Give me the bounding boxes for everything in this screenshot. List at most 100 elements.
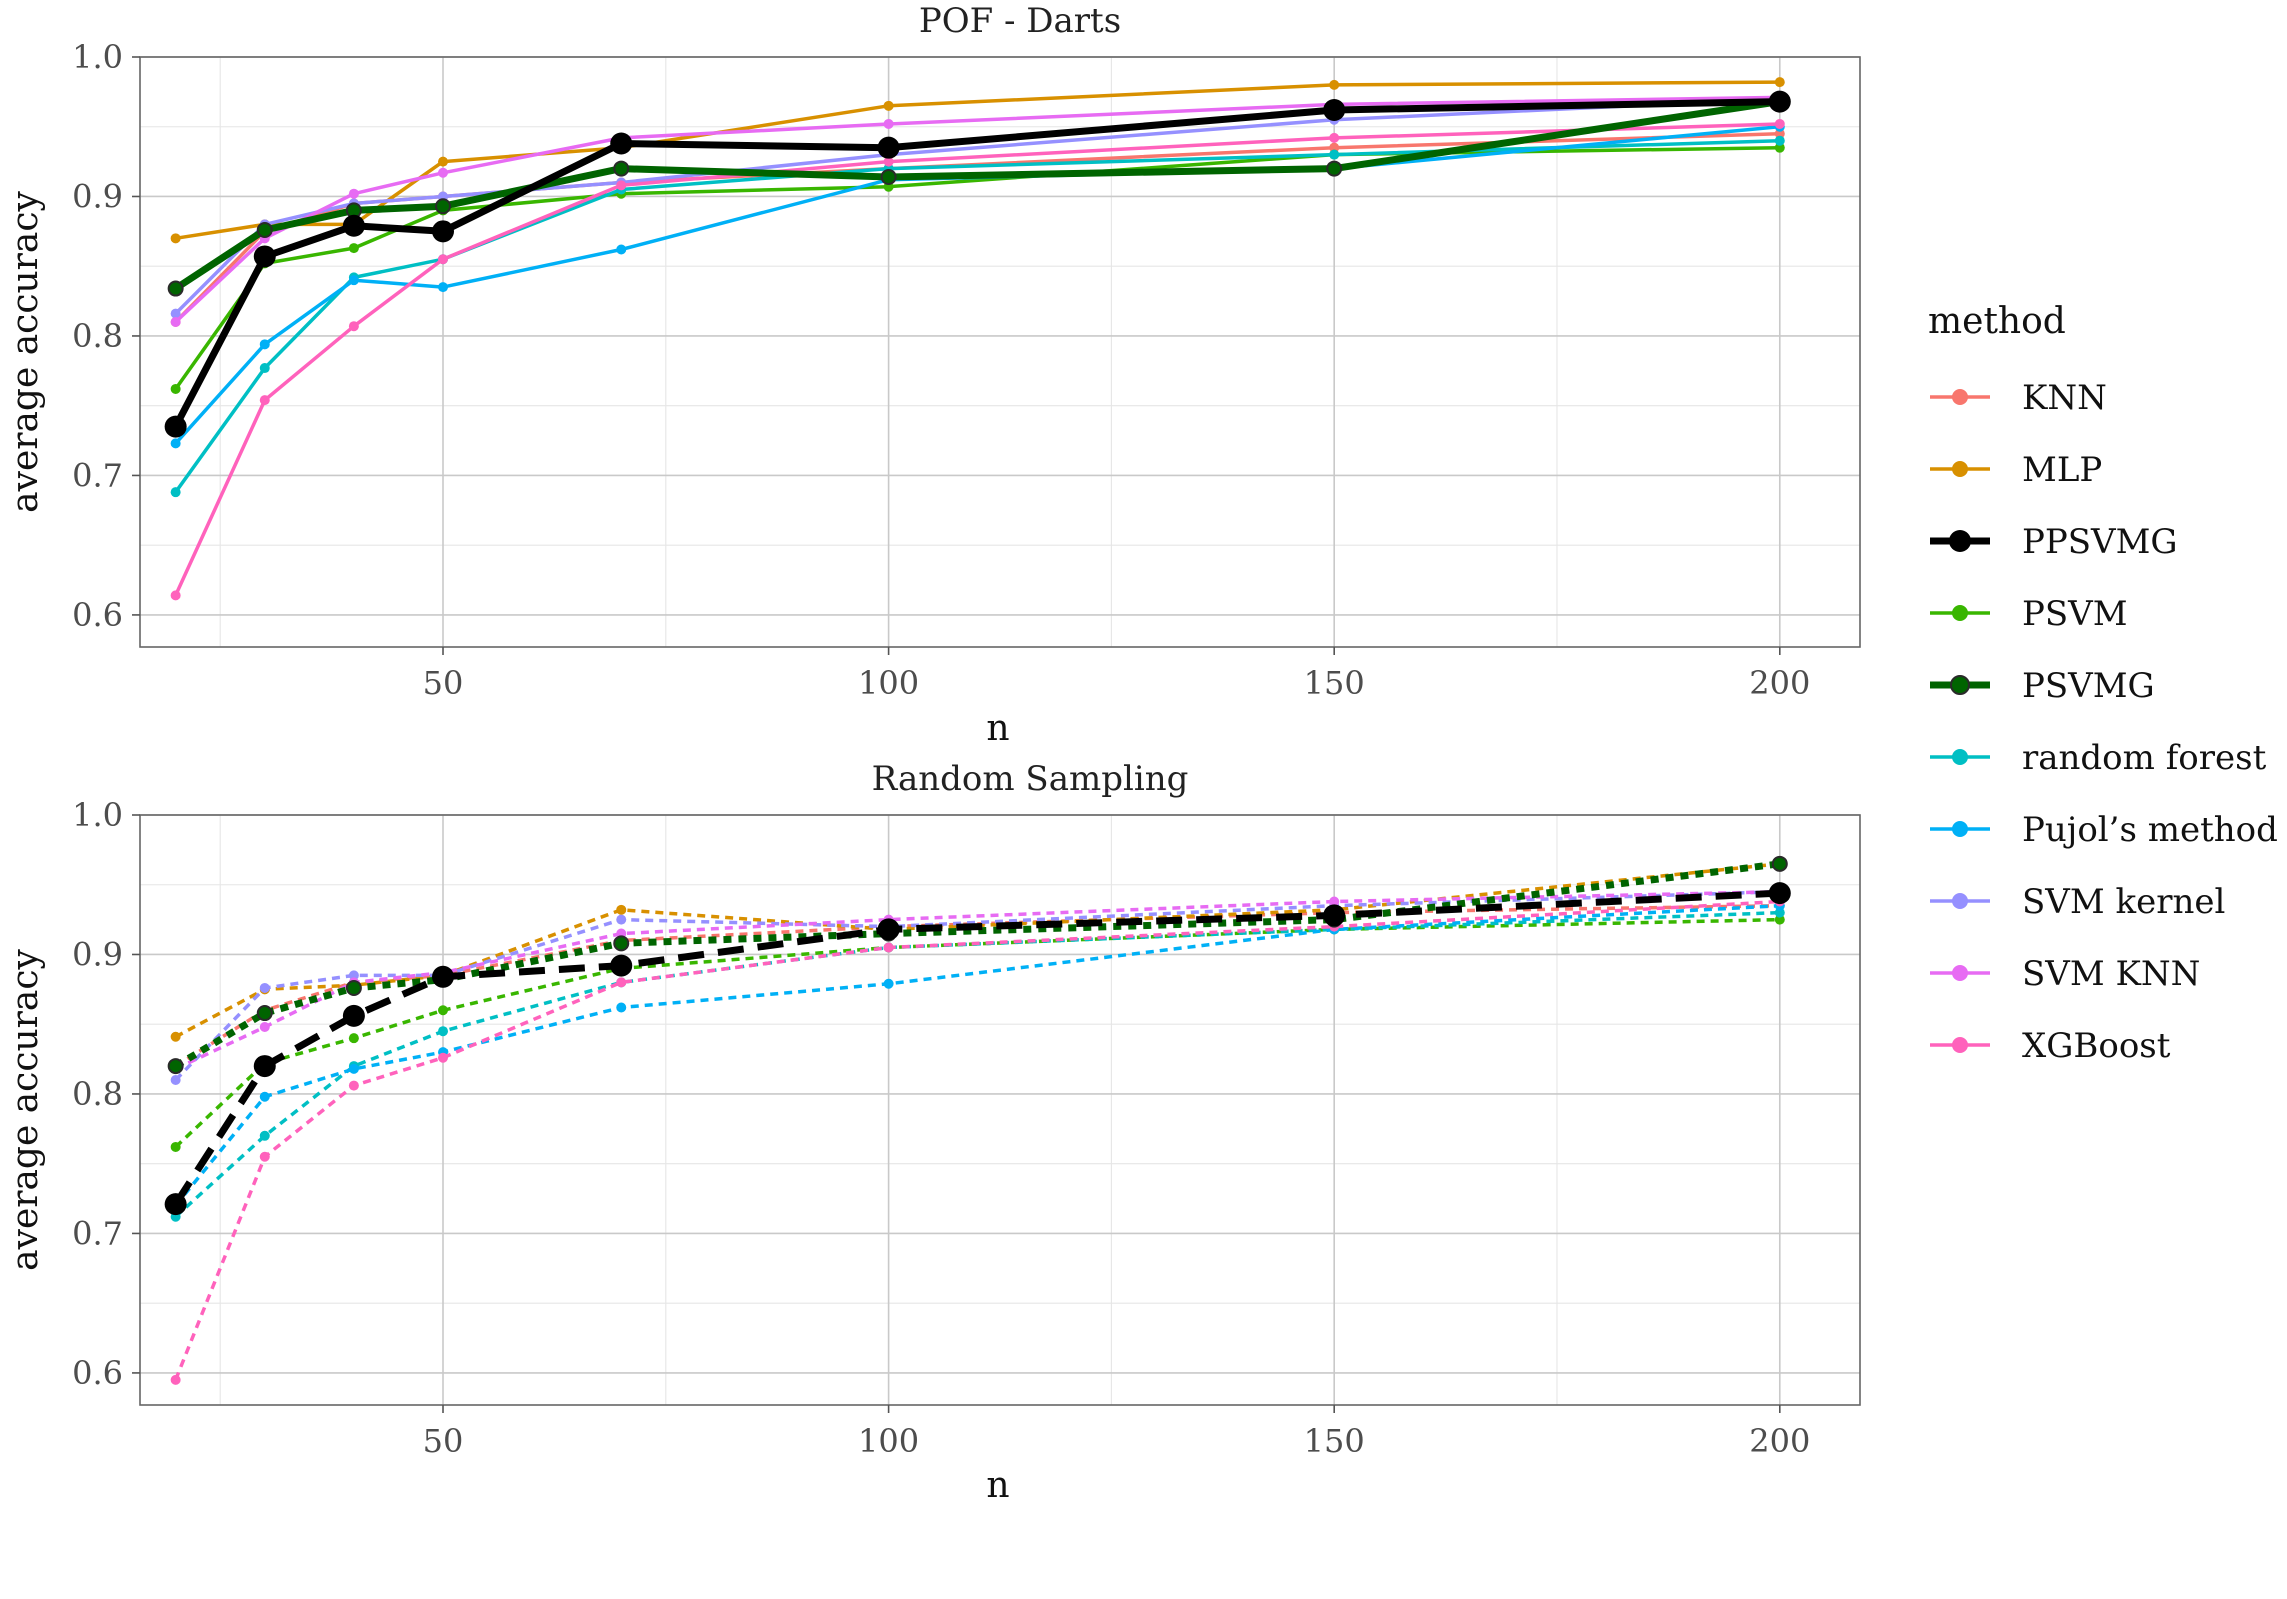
series-line <box>174 122 1780 597</box>
axes: 50 100 150 200 0.6 0.7 0.8 0.9 1.0 <box>72 796 1810 1460</box>
panel-random-sampling: Random Sampling 50 100 150 200 0.6 0.7 0.8 0.9 1… <box>5 759 1861 1506</box>
legend-swatch-point <box>1950 675 1970 695</box>
legend-item: XGBoost <box>1930 1026 2171 1066</box>
y-tick-label: 1.0 <box>72 38 123 76</box>
legend-item: KNN <box>1930 378 2107 418</box>
data-point <box>1329 132 1340 143</box>
data-point <box>1329 149 1340 160</box>
data-point <box>883 100 894 111</box>
series-lines <box>164 855 1791 1385</box>
data-point <box>883 942 894 953</box>
legend-label: PPSVMG <box>2022 522 2178 562</box>
legend-item: SVM kernel <box>1930 882 2225 922</box>
legend-item: random forest <box>1930 738 2267 778</box>
legend-item: PSVM <box>1930 594 2128 634</box>
legend-label: MLP <box>2022 450 2102 490</box>
legend-swatch-point <box>1952 461 1968 477</box>
data-point <box>259 1022 270 1033</box>
series-line <box>174 889 1780 1082</box>
data-point <box>1774 135 1785 146</box>
data-point <box>170 487 181 498</box>
data-point <box>253 245 276 268</box>
panel-title: Random Sampling <box>872 759 1189 799</box>
legend-title: method <box>1928 301 2066 342</box>
data-point <box>438 1026 449 1037</box>
data-point <box>613 160 630 177</box>
x-tick-label: 200 <box>1749 1422 1810 1460</box>
data-point <box>256 1005 273 1022</box>
series-line <box>173 860 1781 1070</box>
y-tick-label: 0.7 <box>72 1214 123 1252</box>
legend-label: PSVM <box>2022 594 2128 634</box>
data-point <box>170 317 181 328</box>
data-point <box>259 395 270 406</box>
data-point <box>170 1031 181 1042</box>
data-point <box>259 363 270 374</box>
legend-label: random forest <box>2022 738 2267 778</box>
series-line <box>174 862 1780 1039</box>
axes: 50 100 150 200 0.6 0.7 0.8 0.9 1.0 <box>72 38 1810 702</box>
x-tick-label: 150 <box>1304 1422 1365 1460</box>
data-point <box>170 308 181 319</box>
data-point <box>1323 99 1346 122</box>
legend-swatch-point <box>1952 821 1968 837</box>
data-point <box>877 136 900 159</box>
data-point <box>877 918 900 941</box>
series-xgboost <box>170 118 1785 601</box>
data-point <box>348 243 359 254</box>
data-point <box>167 280 184 297</box>
y-tick-label: 0.8 <box>72 1075 123 1113</box>
x-tick-label: 50 <box>423 1422 464 1460</box>
data-point <box>1774 907 1785 918</box>
series-line <box>174 889 1780 1071</box>
data-point <box>259 339 270 350</box>
data-point <box>1774 118 1785 129</box>
data-point <box>1774 77 1785 88</box>
y-tick-label: 0.7 <box>72 456 123 494</box>
data-point <box>348 1063 359 1074</box>
y-tick-label: 0.6 <box>72 596 123 634</box>
plot-panel-border <box>139 814 1861 1406</box>
data-point <box>259 1151 270 1162</box>
data-point <box>438 167 449 178</box>
data-point <box>1323 904 1346 927</box>
data-point <box>1774 142 1785 153</box>
data-point <box>616 244 627 255</box>
data-point <box>883 978 894 989</box>
legend-item: PPSVMG <box>1930 522 2178 562</box>
x-tick-label: 50 <box>423 664 464 702</box>
data-point <box>1329 79 1340 90</box>
data-point <box>170 590 181 601</box>
legend-label: SVM kernel <box>2022 882 2225 922</box>
data-point <box>170 1141 181 1152</box>
y-axis-title: average accuracy <box>5 190 46 512</box>
panel-title: POF - Darts <box>919 1 1121 41</box>
legend-item: SVM KNN <box>1930 954 2200 994</box>
x-axis-title: n <box>986 1465 1009 1506</box>
legend-swatch-point <box>1952 749 1968 765</box>
y-tick-label: 0.6 <box>72 1354 123 1392</box>
data-point <box>1771 855 1788 872</box>
y-tick-label: 0.9 <box>72 935 123 973</box>
data-point <box>616 180 627 191</box>
data-point <box>1326 160 1343 177</box>
series-ppsvmg <box>164 90 1791 438</box>
y-tick-label: 1.0 <box>72 796 123 834</box>
data-point <box>438 1052 449 1063</box>
data-point <box>1768 90 1791 113</box>
x-tick-label: 100 <box>858 664 919 702</box>
data-point <box>259 1130 270 1141</box>
series-line <box>174 138 1780 494</box>
data-point <box>167 1058 184 1075</box>
data-point <box>1774 128 1785 139</box>
data-point <box>613 935 630 952</box>
y-tick-label: 0.9 <box>72 177 123 215</box>
data-point <box>259 1091 270 1102</box>
data-point <box>610 132 633 155</box>
data-point <box>170 1374 181 1385</box>
data-point <box>348 188 359 199</box>
x-axis-title: n <box>986 708 1009 749</box>
data-point <box>348 275 359 286</box>
